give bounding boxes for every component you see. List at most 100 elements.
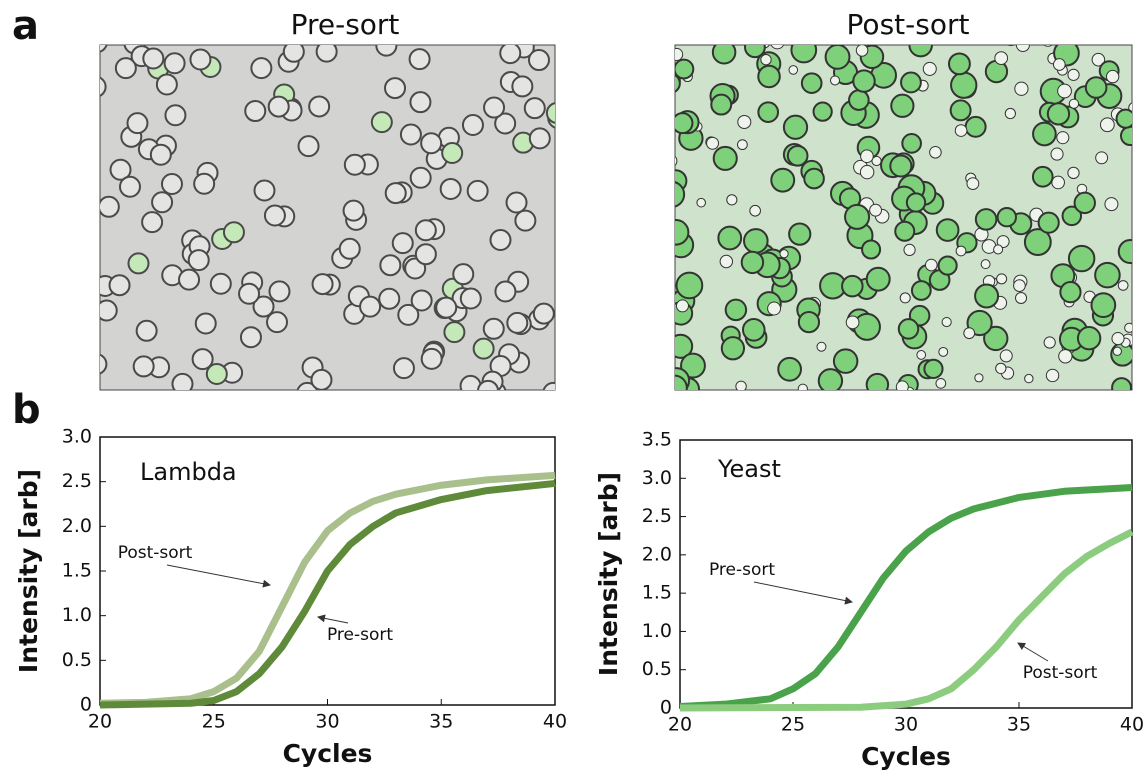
x-tick-label: 35: [429, 711, 453, 733]
droplet: [311, 370, 331, 390]
droplet: [758, 102, 778, 122]
droplet: [211, 274, 231, 294]
droplet: [269, 281, 289, 301]
droplet: [727, 195, 737, 205]
droplet: [360, 297, 380, 317]
droplet: [442, 143, 462, 163]
droplet: [817, 342, 826, 351]
droplet: [718, 227, 741, 250]
droplet: [1112, 333, 1124, 345]
droplet: [849, 90, 869, 110]
droplet: [410, 49, 430, 69]
droplet: [1059, 350, 1072, 363]
droplet: [1060, 282, 1080, 302]
droplet: [672, 113, 692, 133]
droplet: [789, 223, 810, 244]
data-line: [100, 483, 555, 705]
droplet: [179, 270, 199, 290]
droplet: [265, 206, 285, 226]
droplet: [758, 66, 779, 87]
droplet: [1033, 123, 1056, 146]
droplet: [862, 241, 880, 259]
droplet: [768, 302, 781, 315]
droplet: [134, 356, 154, 376]
droplet: [152, 192, 172, 212]
droplet: [853, 70, 874, 91]
data-line: [100, 475, 555, 703]
droplet: [1053, 59, 1065, 71]
droplet: [854, 314, 880, 340]
y-tick-label: 3.0: [642, 467, 672, 489]
annotation-arrow: [754, 582, 852, 602]
droplet: [738, 140, 748, 150]
droplet: [997, 274, 1007, 284]
x-tick-label: 40: [543, 711, 567, 733]
droplet: [99, 197, 119, 217]
droplet: [495, 281, 515, 301]
droplet: [474, 339, 494, 359]
droplet: [1091, 293, 1115, 317]
droplet: [441, 179, 461, 199]
droplet: [939, 257, 957, 275]
droplet: [507, 193, 527, 213]
droplet: [1016, 292, 1027, 303]
droplet: [1078, 327, 1100, 349]
droplet: [1086, 77, 1107, 98]
x-tick-label: 30: [315, 711, 339, 733]
y-tick-label: 0: [660, 697, 672, 719]
droplet: [137, 321, 157, 341]
droplet: [120, 177, 140, 197]
droplet: [907, 193, 925, 211]
image-title: Pre-sort: [291, 8, 400, 41]
droplet: [393, 233, 413, 253]
droplet: [87, 32, 107, 52]
droplet: [1016, 39, 1029, 52]
droplet: [895, 222, 914, 241]
droplet: [461, 376, 481, 396]
droplet: [1051, 148, 1063, 160]
droplet: [385, 78, 405, 98]
droplet: [1042, 34, 1054, 46]
droplet: [659, 182, 684, 207]
droplet: [966, 117, 986, 137]
droplet: [463, 115, 483, 135]
droplet: [1068, 167, 1079, 178]
droplet: [543, 383, 563, 403]
droplet: [162, 174, 182, 194]
x-tick-label: 25: [202, 711, 226, 733]
droplet: [664, 220, 689, 245]
droplet: [1118, 281, 1128, 291]
droplet: [151, 145, 171, 165]
droplet: [867, 374, 888, 395]
droplet: [742, 252, 763, 273]
droplet: [831, 76, 840, 85]
droplet: [1100, 118, 1114, 132]
droplet: [254, 181, 274, 201]
inset-label: Yeast: [717, 455, 781, 483]
x-axis-title: Cycles: [283, 739, 373, 768]
y-tick-label: 2.0: [62, 515, 92, 537]
droplet: [340, 239, 360, 259]
droplet: [967, 178, 979, 190]
droplet: [196, 313, 216, 333]
droplet: [1069, 99, 1078, 108]
droplet: [771, 169, 794, 192]
droplet: [436, 298, 456, 318]
droplet: [1015, 82, 1028, 95]
droplet: [951, 100, 971, 120]
droplet: [867, 268, 890, 291]
y-axis-title: Intensity [arb]: [14, 469, 43, 673]
y-tick-label: 2.5: [62, 470, 92, 492]
droplet: [714, 147, 737, 170]
droplet: [860, 165, 873, 178]
droplet: [750, 205, 761, 216]
droplet: [453, 264, 473, 284]
droplet: [444, 322, 464, 342]
droplet: [711, 95, 731, 115]
droplet: [697, 198, 706, 207]
droplet: [924, 360, 942, 378]
droplet: [799, 312, 819, 332]
droplet: [1025, 374, 1033, 382]
droplet: [925, 259, 937, 271]
x-axis-title: Cycles: [861, 742, 951, 771]
